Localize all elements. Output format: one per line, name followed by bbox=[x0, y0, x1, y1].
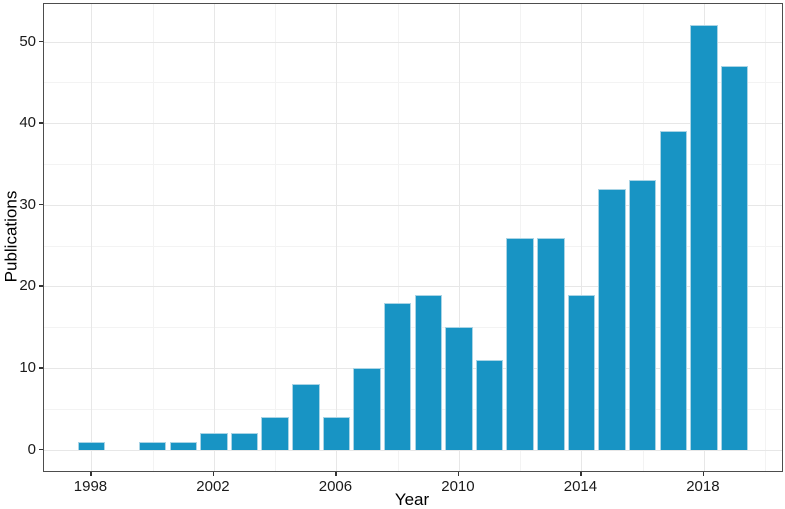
bar-2004 bbox=[261, 417, 289, 450]
plot-panel bbox=[43, 3, 783, 472]
minor-gridline-x bbox=[275, 4, 277, 471]
x-tick-label: 2018 bbox=[686, 478, 720, 495]
y-tick bbox=[39, 40, 43, 43]
bar-2002 bbox=[200, 433, 228, 450]
bar-2010 bbox=[445, 327, 473, 450]
x-tick-label: 1998 bbox=[73, 478, 108, 495]
major-gridline-y bbox=[44, 41, 782, 43]
bar-2003 bbox=[230, 433, 259, 450]
y-tick-label: 50 bbox=[19, 32, 36, 50]
y-tick bbox=[39, 203, 43, 206]
y-tick-label: 0 bbox=[27, 440, 36, 458]
y-tick-label: 30 bbox=[19, 195, 36, 213]
bar-2011 bbox=[475, 359, 504, 450]
x-tick-label: 2002 bbox=[196, 478, 230, 495]
major-gridline-x bbox=[336, 4, 338, 471]
y-tick bbox=[39, 122, 43, 124]
bar-2014 bbox=[567, 294, 596, 450]
x-tick-label: 2006 bbox=[318, 478, 353, 495]
bar-2000 bbox=[138, 441, 167, 450]
major-gridline-x bbox=[213, 4, 215, 471]
bar-2012 bbox=[506, 237, 534, 450]
bar-2005 bbox=[292, 384, 320, 450]
y-tick bbox=[39, 367, 43, 369]
minor-gridline-x bbox=[152, 4, 154, 471]
x-tick bbox=[702, 471, 705, 476]
bar-1998 bbox=[77, 441, 106, 450]
bar-2018 bbox=[690, 25, 718, 450]
y-tick-label: 20 bbox=[19, 277, 36, 295]
x-tick-label: 2010 bbox=[441, 478, 475, 495]
bar-2001 bbox=[169, 441, 198, 450]
bar-2013 bbox=[537, 237, 565, 450]
bar-2008 bbox=[383, 302, 412, 450]
y-tick-label: 10 bbox=[19, 359, 36, 377]
major-gridline-y bbox=[44, 123, 782, 125]
x-axis-title: Year bbox=[394, 490, 430, 509]
bar-2017 bbox=[659, 131, 688, 450]
bar-2019 bbox=[720, 66, 749, 450]
x-tick bbox=[90, 471, 92, 476]
y-tick bbox=[39, 285, 43, 287]
bar-2009 bbox=[414, 294, 443, 450]
x-tick bbox=[335, 471, 337, 476]
x-tick bbox=[457, 471, 460, 476]
y-tick-label: 40 bbox=[19, 114, 36, 132]
bar-2015 bbox=[598, 188, 626, 450]
y-axis-title: Publications bbox=[1, 190, 21, 283]
major-gridline-y bbox=[44, 449, 782, 451]
bar-2016 bbox=[628, 180, 657, 450]
major-gridline-x bbox=[91, 4, 93, 471]
bar-2007 bbox=[353, 368, 381, 450]
x-tick-label: 2014 bbox=[563, 478, 598, 495]
x-tick bbox=[212, 471, 215, 476]
minor-gridline-x bbox=[765, 4, 767, 471]
bar-2006 bbox=[322, 417, 351, 450]
y-tick bbox=[39, 448, 43, 451]
minor-gridline-y bbox=[44, 82, 782, 84]
x-tick bbox=[580, 471, 582, 476]
